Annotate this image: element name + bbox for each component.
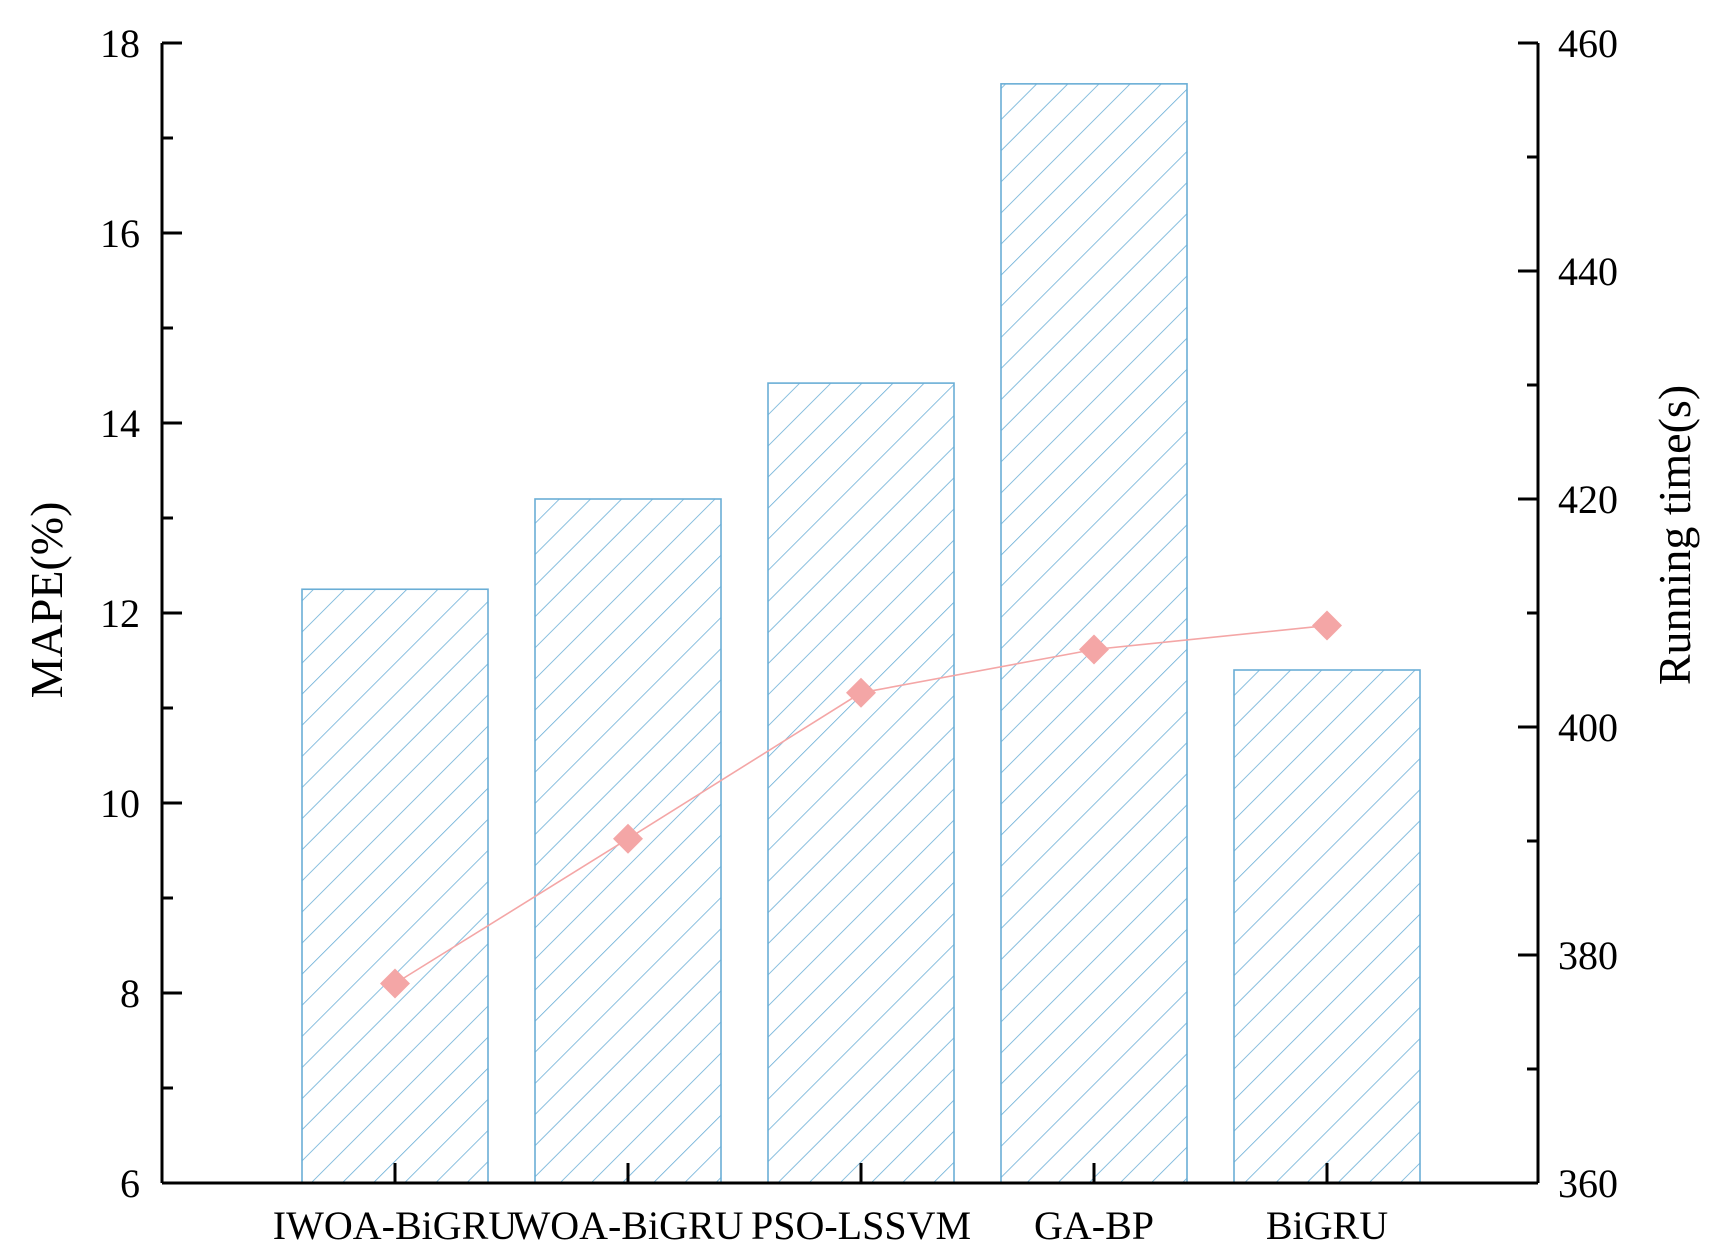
y-tick-label-right: 400: [1558, 705, 1618, 750]
y-tick-label-right: 440: [1558, 249, 1618, 294]
running-time-point-woa-bigru: [613, 823, 643, 854]
x-tick-label-ga-bp: GA-BP: [1034, 1203, 1154, 1248]
running-time-point-pso-lssvm: [846, 677, 876, 708]
y-tick-label-right: 460: [1558, 21, 1618, 66]
line-layer: [380, 610, 1342, 999]
y-tick-label-right: 420: [1558, 477, 1618, 522]
y-tick-label-left: 8: [120, 971, 140, 1016]
running-time-point-iwoa-bigru: [380, 968, 410, 999]
y-tick-label-left: 18: [100, 21, 140, 66]
bar-pso-lssvm: [767, 382, 955, 1184]
running-time-point-ga-bp: [1079, 634, 1109, 665]
x-tick-label-woa-bigru: WOA-BiGRU: [512, 1203, 743, 1248]
x-tick-label-iwoa-bigru: IWOA-BiGRU: [273, 1203, 518, 1248]
x-tick-label-bigru: BiGRU: [1266, 1203, 1388, 1248]
y-axis-title-left: MAPE(%): [21, 502, 72, 699]
bar-iwoa-bigru: [301, 588, 489, 1184]
bar-ga-bp: [1000, 83, 1188, 1184]
y-tick-label-left: 12: [100, 591, 140, 636]
bar-bigru: [1233, 669, 1421, 1184]
y-tick-label-left: 16: [100, 211, 140, 256]
y-tick-label-left: 14: [100, 401, 140, 446]
y-tick-label-left: 10: [100, 781, 140, 826]
running-time-point-bigru: [1312, 610, 1342, 641]
y-tick-label-right: 380: [1558, 933, 1618, 978]
y-tick-label-left: 6: [120, 1161, 140, 1206]
x-tick-label-pso-lssvm: PSO-LSSVM: [751, 1203, 971, 1248]
axes-layer: 6 8 10 12 14 16 18 360 380 400 420 440 460 IWOA-BiGRU…: [100, 21, 1618, 1248]
y-tick-label-right: 360: [1558, 1161, 1618, 1206]
y-axis-title-right: Running time(s): [1649, 385, 1700, 685]
bars-layer: [301, 83, 1421, 1184]
